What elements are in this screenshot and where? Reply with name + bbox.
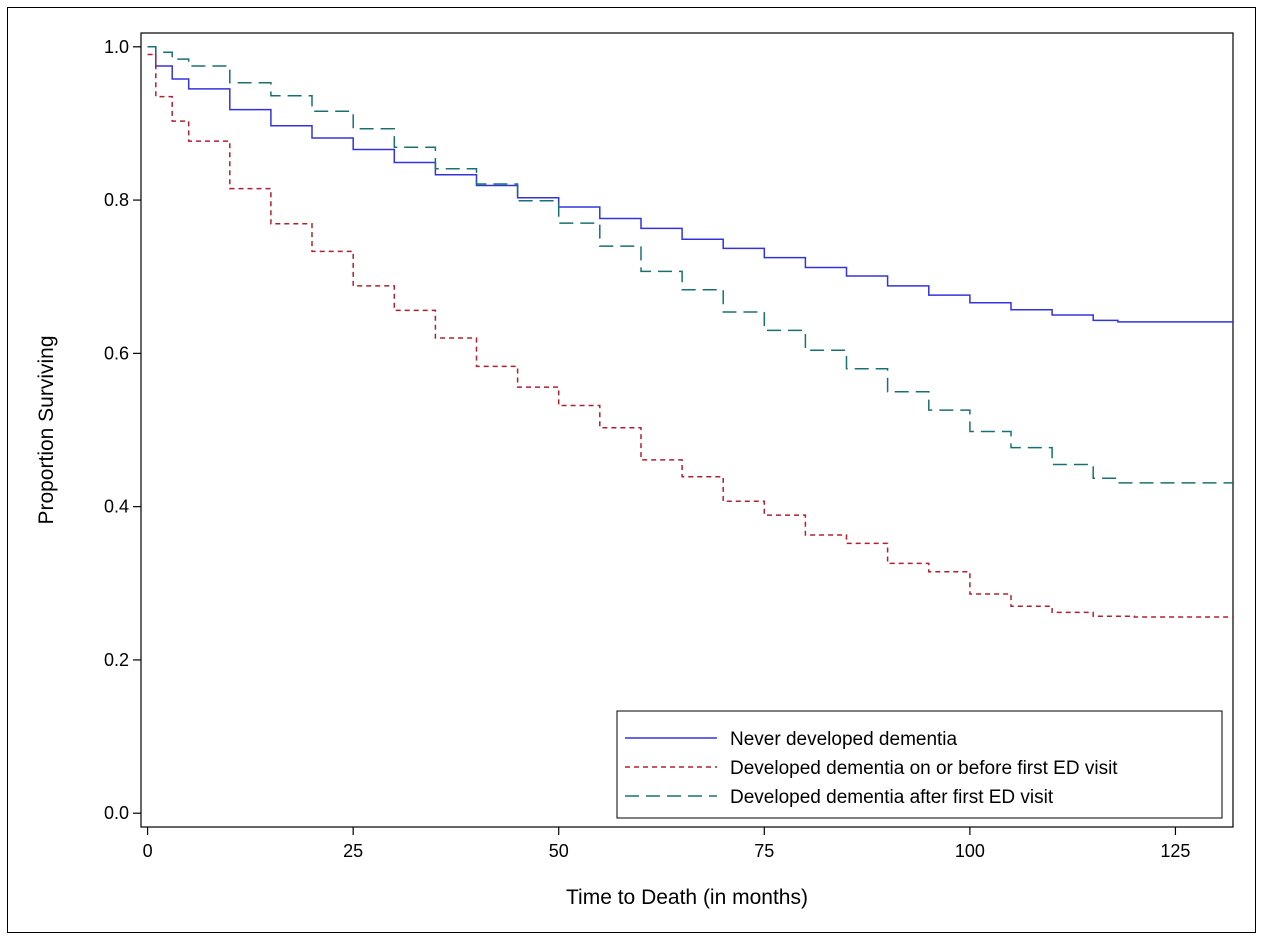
series-dementia-after-ed bbox=[147, 46, 1233, 484]
legend: Never developed dementia Developed demen… bbox=[616, 710, 1223, 819]
y-axis-ticks: 0.0 0.2 0.4 0.6 0.8 1.0 bbox=[104, 37, 141, 823]
series-layer bbox=[147, 46, 1233, 618]
y-axis-title: Proportion Surviving bbox=[35, 335, 58, 524]
x-tick-label: 50 bbox=[549, 841, 569, 861]
x-tick-label: 125 bbox=[1160, 841, 1190, 861]
plot-area-border bbox=[140, 32, 1234, 828]
x-axis-ticks: 0 25 50 75 100 125 bbox=[143, 827, 1190, 861]
x-tick-label: 25 bbox=[343, 841, 363, 861]
x-tick-label: 75 bbox=[754, 841, 774, 861]
legend-box bbox=[616, 710, 1223, 819]
chart-frame: 0 25 50 75 100 125 0.0 0.2 0.4 0.6 0.8 1.0 Time to… bbox=[7, 7, 1256, 933]
y-tick-label: 0.4 bbox=[104, 497, 129, 517]
y-tick-label: 0.8 bbox=[104, 190, 129, 210]
series-dementia-on-or-before-ed bbox=[147, 53, 1233, 618]
y-tick-label: 0.0 bbox=[104, 803, 129, 823]
y-tick-label: 1.0 bbox=[104, 37, 129, 57]
y-tick-label: 0.2 bbox=[104, 650, 129, 670]
series-never-developed-dementia bbox=[147, 46, 1233, 323]
x-tick-label: 0 bbox=[143, 841, 153, 861]
legend-label-on-or-before: Developed dementia on or before first ED… bbox=[730, 758, 1118, 779]
legend-label-never-developed: Never developed dementia bbox=[730, 729, 958, 750]
x-axis-title: Time to Death (in months) bbox=[566, 886, 808, 909]
survival-chart: 0 25 50 75 100 125 0.0 0.2 0.4 0.6 0.8 1.0 Time to… bbox=[35, 32, 1234, 909]
x-tick-label: 100 bbox=[955, 841, 985, 861]
y-tick-label: 0.6 bbox=[104, 343, 129, 363]
legend-label-after: Developed dementia after first ED visit bbox=[730, 787, 1054, 808]
